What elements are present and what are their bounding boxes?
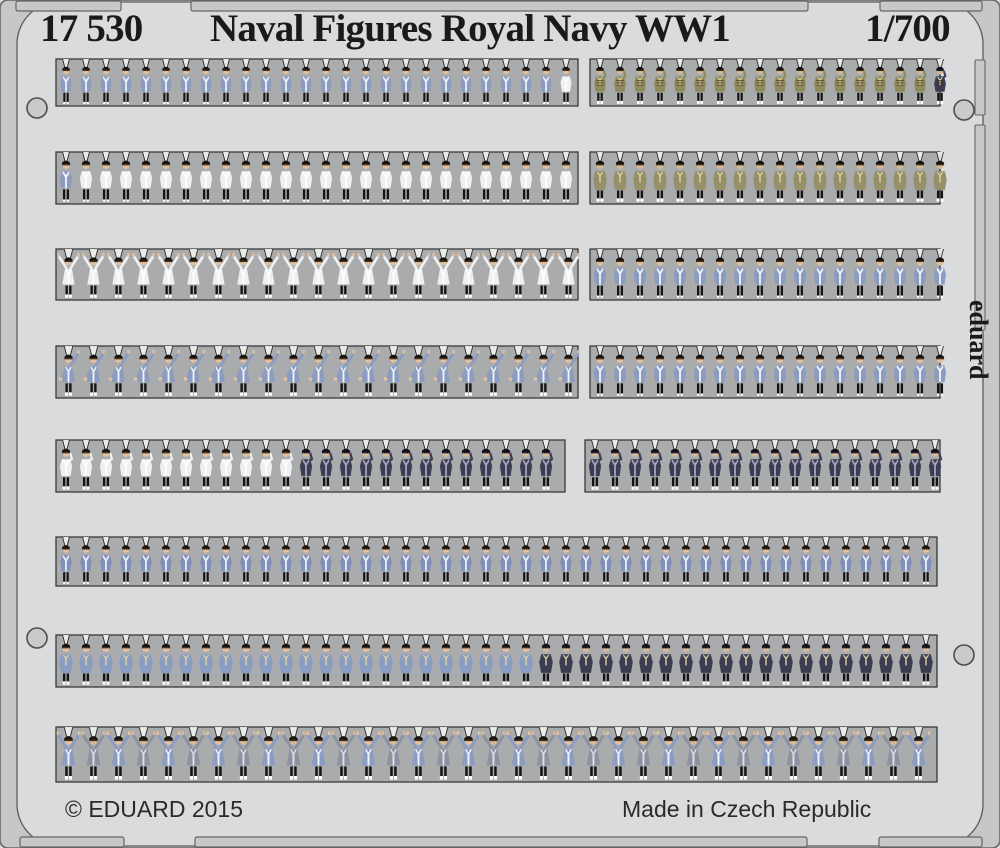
svg-text:17 530: 17 530 [40,7,143,50]
svg-text:Naval Figures Royal Navy WW1: Naval Figures Royal Navy WW1 [210,7,730,50]
svg-text:Made in Czech Republic: Made in Czech Republic [622,796,871,822]
svg-text:© EDUARD 2015: © EDUARD 2015 [65,796,243,822]
svg-text:eduard: eduard [964,300,993,380]
svg-text:1/700: 1/700 [865,7,950,50]
